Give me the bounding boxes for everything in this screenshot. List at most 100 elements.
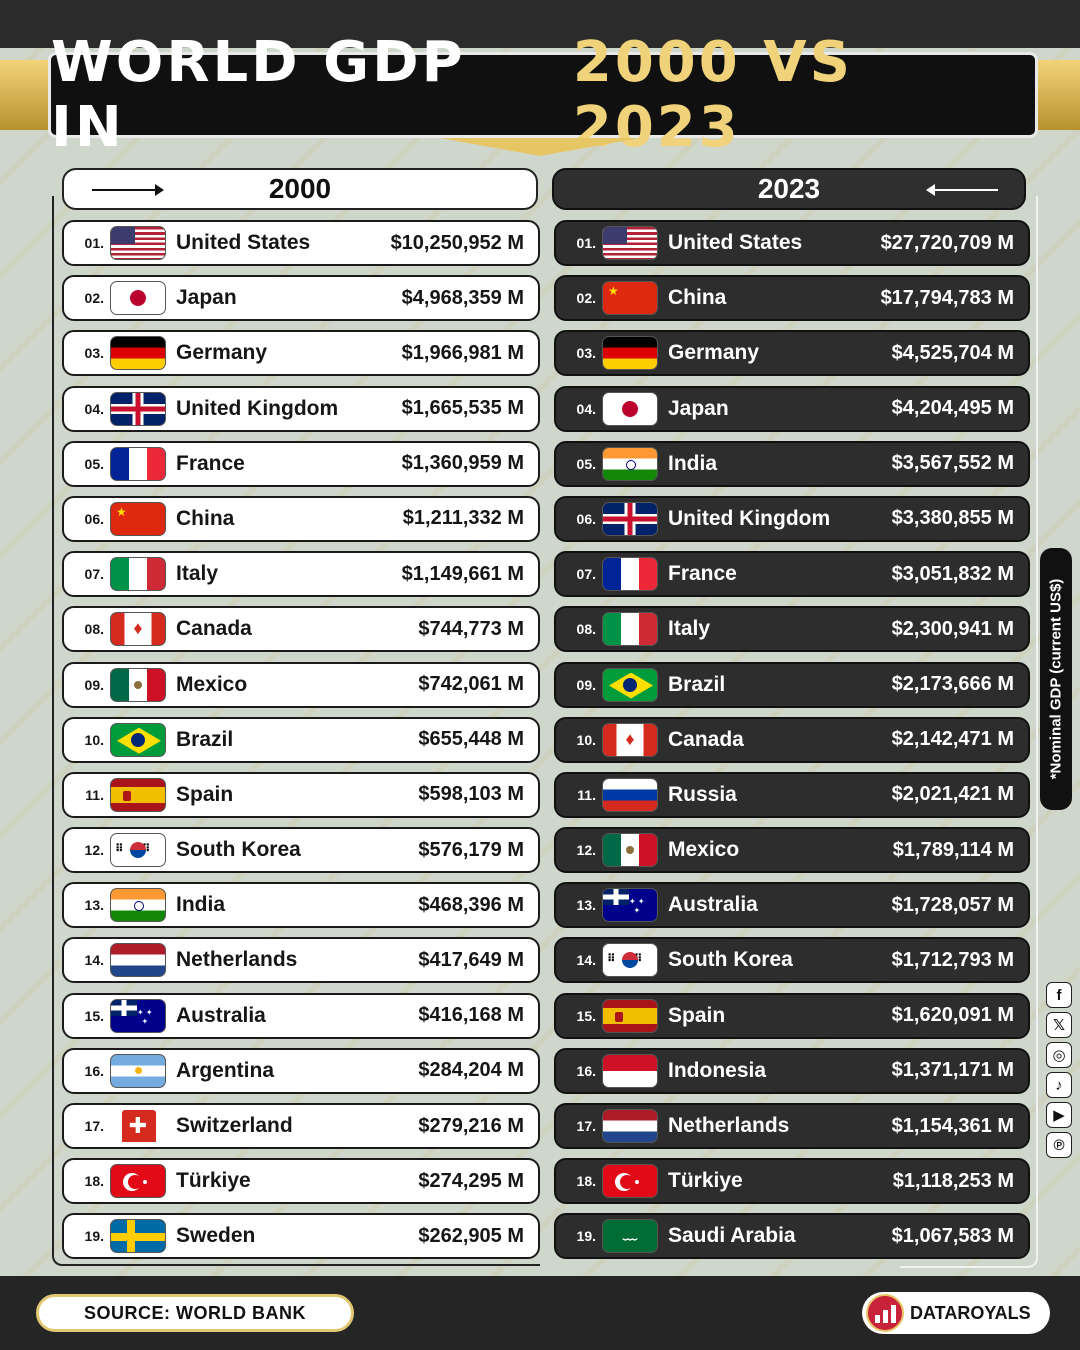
country-name: Germany xyxy=(668,341,760,365)
gdp-value: $2,173,666 M xyxy=(891,673,1014,695)
ranking-row: 17. Switzerland $279,216 M xyxy=(62,1103,540,1149)
rank-number: 05. xyxy=(576,455,596,472)
rank-number: 10. xyxy=(576,731,596,748)
country-name: France xyxy=(176,451,245,475)
rank-number: 02. xyxy=(576,290,596,307)
year-header-2023: 2023 xyxy=(552,168,1026,210)
country-name: Spain xyxy=(176,782,234,806)
country-name: India xyxy=(176,893,226,917)
gdp-value: $1,620,091 M xyxy=(891,1004,1014,1027)
social-icons: f 𝕏 ◎ ♪ ▶ ℗ xyxy=(1046,982,1074,1162)
ranking-row: 13. Australia $1,728,057 M xyxy=(554,882,1030,929)
gdp-value: $4,968,359 M xyxy=(401,286,524,309)
gdp-value: $1,665,535 M xyxy=(401,397,524,420)
ranking-row: 16. Argentina $284,204 M xyxy=(62,1047,540,1094)
bar-chart-icon xyxy=(866,1294,904,1332)
flag-kr-icon xyxy=(602,943,658,978)
flag-us-icon xyxy=(602,226,658,260)
flag-cn-icon xyxy=(110,501,166,536)
flag-ar-icon xyxy=(110,1053,166,1088)
gdp-value: $1,154,361 M xyxy=(891,1114,1014,1137)
rank-number: 09. xyxy=(84,676,104,693)
country-name: India xyxy=(668,451,718,475)
flag-fr-icon xyxy=(110,446,166,481)
rank-number: 17. xyxy=(84,1118,104,1134)
country-name: Saudi Arabia xyxy=(668,1224,796,1248)
flag-nl-icon xyxy=(602,1109,658,1143)
flag-ca-icon xyxy=(602,722,658,757)
flag-jp-icon xyxy=(602,391,658,426)
country-name: Australia xyxy=(668,893,758,917)
rank-number: 02. xyxy=(84,290,104,307)
year-label-2000: 2000 xyxy=(268,173,332,204)
instagram-icon[interactable]: ◎ xyxy=(1046,1042,1072,1068)
x-icon[interactable]: 𝕏 xyxy=(1046,1012,1072,1038)
flag-in-icon xyxy=(602,446,658,481)
gdp-value: $1,067,583 M xyxy=(891,1224,1014,1247)
flag-fr-icon xyxy=(602,557,658,592)
ranking-row: 09. Mexico $742,061 M xyxy=(62,661,540,708)
ranking-row: 01. United States $10,250,952 M xyxy=(62,220,540,266)
title-part-1: WORLD GDP IN xyxy=(51,30,466,160)
flag-mx-icon xyxy=(110,667,166,702)
flag-cn-icon xyxy=(602,281,658,316)
country-name: Brazil xyxy=(176,727,234,751)
ranking-row: 15. Australia $416,168 M xyxy=(62,992,540,1039)
gdp-value: $17,794,783 M xyxy=(880,286,1014,309)
gdp-value: $279,216 M xyxy=(418,1114,524,1137)
ranking-row: 11. Russia $2,021,421 M xyxy=(554,771,1030,818)
gdp-value: $2,021,421 M xyxy=(891,783,1014,806)
gdp-value: $3,567,552 M xyxy=(891,452,1014,475)
rank-number: 12. xyxy=(84,842,104,859)
country-name: United Kingdom xyxy=(176,396,339,420)
flag-es-icon xyxy=(110,777,166,812)
pinterest-icon[interactable]: ℗ xyxy=(1046,1132,1072,1158)
flag-nl-icon xyxy=(110,943,166,978)
gdp-value: $4,525,704 M xyxy=(891,341,1014,364)
country-name: Spain xyxy=(668,1003,726,1027)
rank-number: 14. xyxy=(576,952,596,969)
ranking-row: 02. China $17,794,783 M xyxy=(554,275,1030,322)
ranking-row: 05. India $3,567,552 M xyxy=(554,440,1030,487)
country-name: China xyxy=(176,506,235,530)
country-name: Russia xyxy=(668,782,737,806)
gdp-value: $2,300,941 M xyxy=(891,617,1014,640)
ranking-row: 17. Netherlands $1,154,361 M xyxy=(554,1103,1030,1149)
country-name: Switzerland xyxy=(176,1114,293,1137)
flag-id-icon xyxy=(602,1053,658,1088)
country-name: Japan xyxy=(176,286,237,310)
gdp-value: $3,380,855 M xyxy=(891,507,1014,530)
gdp-value: $417,649 M xyxy=(418,948,524,971)
rank-number: 16. xyxy=(84,1062,104,1079)
gdp-value: $274,295 M xyxy=(418,1169,524,1192)
flag-mx-icon xyxy=(602,833,658,868)
flag-sa-icon xyxy=(602,1219,658,1254)
gdp-value: $744,773 M xyxy=(418,617,524,640)
ranking-row: 18. Türkiye $274,295 M xyxy=(62,1158,540,1205)
gdp-value: $3,051,832 M xyxy=(891,562,1014,585)
tiktok-icon[interactable]: ♪ xyxy=(1046,1072,1072,1098)
youtube-icon[interactable]: ▶ xyxy=(1046,1102,1072,1128)
rank-number: 18. xyxy=(576,1173,596,1190)
flag-de-icon xyxy=(602,336,658,371)
rank-number: 01. xyxy=(576,235,596,251)
ranking-row: 11. Spain $598,103 M xyxy=(62,771,540,818)
year-header-2000: 2000 xyxy=(62,168,538,210)
country-name: United Kingdom xyxy=(668,506,831,530)
country-name: Japan xyxy=(668,396,729,420)
nominal-gdp-note: *Nominal GDP (current US$) xyxy=(1040,548,1072,810)
flag-se-icon xyxy=(110,1219,166,1254)
country-name: Argentina xyxy=(176,1058,275,1082)
rank-number: 07. xyxy=(84,566,104,583)
flag-br-icon xyxy=(602,667,658,702)
country-name: Germany xyxy=(176,341,268,365)
rank-number: 11. xyxy=(577,786,596,803)
gdp-value: $1,360,959 M xyxy=(401,452,524,475)
footer: SOURCE: WORLD BANK DATAROYALS xyxy=(0,1276,1080,1350)
rank-number: 03. xyxy=(84,345,104,362)
rank-number: 19. xyxy=(84,1228,104,1245)
facebook-icon[interactable]: f xyxy=(1046,982,1072,1008)
rank-number: 03. xyxy=(576,345,596,362)
rank-number: 15. xyxy=(84,1007,104,1024)
ranking-row: 19. Saudi Arabia $1,067,583 M xyxy=(554,1213,1030,1260)
